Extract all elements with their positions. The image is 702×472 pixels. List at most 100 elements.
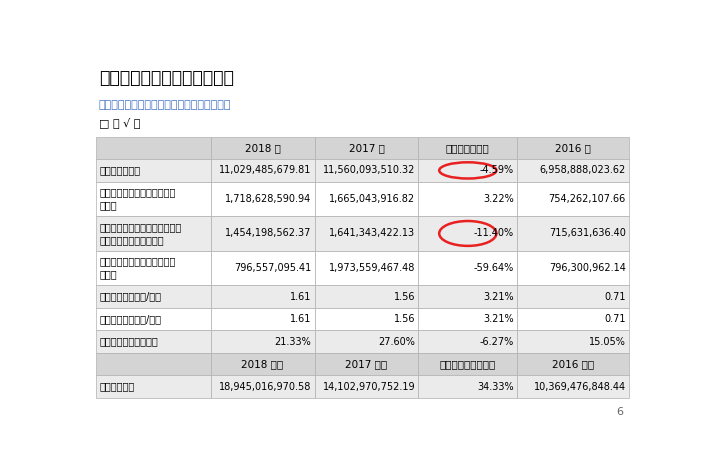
Text: 经营活动产生的现金流量净额
（元）: 经营活动产生的现金流量净额 （元） — [100, 257, 176, 279]
Bar — [96, 330, 211, 353]
Text: 3.21%: 3.21% — [483, 292, 514, 302]
Bar — [314, 375, 418, 398]
Text: 6,958,888,023.62: 6,958,888,023.62 — [540, 165, 625, 176]
Bar — [211, 353, 314, 375]
Text: 754,262,107.66: 754,262,107.66 — [548, 194, 625, 204]
Bar — [517, 330, 629, 353]
Text: 0.71: 0.71 — [604, 292, 625, 302]
Bar — [418, 159, 517, 182]
Text: 1,454,198,562.37: 1,454,198,562.37 — [225, 228, 311, 238]
Text: □ 是 √ 否: □ 是 √ 否 — [98, 117, 140, 127]
Bar — [211, 182, 314, 216]
Text: 27.60%: 27.60% — [378, 337, 415, 346]
Bar — [211, 308, 314, 330]
Bar — [211, 136, 314, 159]
Bar — [517, 159, 629, 182]
Text: 归属于上市公司股东的扣除非经
常性损益的净利润（元）: 归属于上市公司股东的扣除非经 常性损益的净利润（元） — [100, 222, 182, 245]
Bar — [211, 285, 314, 308]
Bar — [314, 251, 418, 285]
Bar — [517, 308, 629, 330]
Text: 基本每股收益（元/股）: 基本每股收益（元/股） — [100, 292, 161, 302]
Bar — [418, 136, 517, 159]
Bar — [314, 285, 418, 308]
Bar — [517, 375, 629, 398]
Text: 11,560,093,510.32: 11,560,093,510.32 — [323, 165, 415, 176]
Bar — [314, 353, 418, 375]
Bar — [418, 308, 517, 330]
Bar — [96, 285, 211, 308]
Text: 14,102,970,752.19: 14,102,970,752.19 — [323, 382, 415, 392]
Text: 本年比上年增减: 本年比上年增减 — [446, 143, 490, 153]
Text: 1.56: 1.56 — [394, 292, 415, 302]
Text: 加权平均净资产收益率: 加权平均净资产收益率 — [100, 337, 159, 346]
Bar — [211, 251, 314, 285]
Text: 796,300,962.14: 796,300,962.14 — [549, 263, 625, 273]
Bar — [314, 159, 418, 182]
Text: 营业收入（元）: 营业收入（元） — [100, 165, 141, 176]
Bar — [96, 159, 211, 182]
Bar — [314, 216, 418, 251]
Bar — [96, 308, 211, 330]
Text: 1.56: 1.56 — [394, 314, 415, 324]
Text: -4.59%: -4.59% — [479, 165, 514, 176]
Text: 公司是否需追溯调整或重述以前年度会计数据: 公司是否需追溯调整或重述以前年度会计数据 — [98, 100, 231, 110]
Text: 1.61: 1.61 — [290, 292, 311, 302]
Bar — [314, 182, 418, 216]
Text: 2018 年: 2018 年 — [244, 143, 281, 153]
Text: 归属于上市公司股东的净利润
（元）: 归属于上市公司股东的净利润 （元） — [100, 187, 176, 211]
Bar — [418, 330, 517, 353]
Text: 2016 年末: 2016 年末 — [552, 359, 594, 369]
Text: 1,665,043,916.82: 1,665,043,916.82 — [329, 194, 415, 204]
Bar — [211, 375, 314, 398]
Text: 18,945,016,970.58: 18,945,016,970.58 — [219, 382, 311, 392]
Bar — [314, 330, 418, 353]
Bar — [96, 182, 211, 216]
Text: -59.64%: -59.64% — [474, 263, 514, 273]
Text: -6.27%: -6.27% — [479, 337, 514, 346]
Bar — [517, 251, 629, 285]
Bar — [96, 251, 211, 285]
Text: 15.05%: 15.05% — [589, 337, 625, 346]
Text: 10,369,476,848.44: 10,369,476,848.44 — [534, 382, 625, 392]
Bar — [418, 216, 517, 251]
Text: 2018 年末: 2018 年末 — [241, 359, 284, 369]
Bar — [418, 353, 517, 375]
Text: 34.33%: 34.33% — [477, 382, 514, 392]
Text: 21.33%: 21.33% — [274, 337, 311, 346]
Bar — [418, 251, 517, 285]
Bar — [211, 159, 314, 182]
Bar — [96, 136, 211, 159]
Bar — [517, 216, 629, 251]
Text: 稀释每股收益（元/股）: 稀释每股收益（元/股） — [100, 314, 161, 324]
Bar — [314, 308, 418, 330]
Text: -11.40%: -11.40% — [474, 228, 514, 238]
Bar — [314, 136, 418, 159]
Bar — [96, 375, 211, 398]
Bar — [517, 353, 629, 375]
Bar — [211, 330, 314, 353]
Text: 2017 年: 2017 年 — [349, 143, 385, 153]
Text: 1,718,628,590.94: 1,718,628,590.94 — [225, 194, 311, 204]
Text: 11,029,485,679.81: 11,029,485,679.81 — [219, 165, 311, 176]
Text: 715,631,636.40: 715,631,636.40 — [549, 228, 625, 238]
Bar — [517, 136, 629, 159]
Text: 2016 年: 2016 年 — [555, 143, 591, 153]
Bar — [96, 216, 211, 251]
Bar — [96, 353, 211, 375]
Text: 3.21%: 3.21% — [483, 314, 514, 324]
Text: 1.61: 1.61 — [290, 314, 311, 324]
Bar — [517, 285, 629, 308]
Text: 2017 年末: 2017 年末 — [345, 359, 388, 369]
Bar — [418, 182, 517, 216]
Text: 3.22%: 3.22% — [483, 194, 514, 204]
Bar — [517, 182, 629, 216]
Bar — [418, 285, 517, 308]
Text: 1,641,343,422.13: 1,641,343,422.13 — [329, 228, 415, 238]
Text: 6: 6 — [616, 407, 623, 417]
Text: 1,973,559,467.48: 1,973,559,467.48 — [329, 263, 415, 273]
Text: 六、主要会计数据和财务指标: 六、主要会计数据和财务指标 — [98, 69, 234, 87]
Text: 总资产（元）: 总资产（元） — [100, 382, 135, 392]
Bar — [211, 216, 314, 251]
Text: 本年末比上年末增减: 本年末比上年末增减 — [439, 359, 496, 369]
Bar — [418, 375, 517, 398]
